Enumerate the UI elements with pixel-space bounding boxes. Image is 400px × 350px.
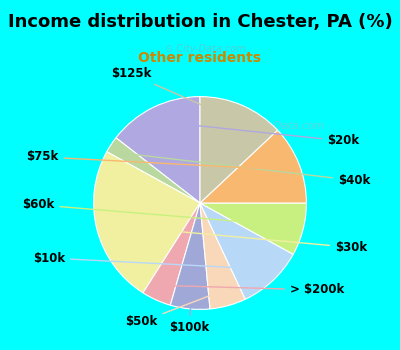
Text: $30k: $30k: [115, 226, 367, 254]
Text: $50k: $50k: [125, 291, 221, 328]
Text: Other residents: Other residents: [138, 51, 262, 65]
Text: $125k: $125k: [111, 68, 233, 119]
Wedge shape: [200, 203, 293, 299]
Wedge shape: [107, 138, 200, 203]
Text: $100k: $100k: [169, 296, 210, 334]
Text: ⊙ City-Data.com: ⊙ City-Data.com: [165, 44, 246, 54]
Text: $75k: $75k: [26, 150, 281, 169]
Text: City-Data.com: City-Data.com: [251, 121, 325, 131]
Text: $10k: $10k: [33, 252, 259, 269]
Wedge shape: [200, 203, 306, 254]
Wedge shape: [94, 152, 200, 293]
Text: $40k: $40k: [127, 154, 370, 187]
Text: $20k: $20k: [163, 122, 360, 147]
Wedge shape: [170, 203, 210, 309]
Text: > $200k: > $200k: [166, 284, 344, 296]
Text: $60k: $60k: [22, 198, 285, 225]
Wedge shape: [200, 97, 278, 203]
Wedge shape: [200, 203, 245, 309]
Wedge shape: [116, 97, 200, 203]
Wedge shape: [200, 130, 306, 203]
Text: Income distribution in Chester, PA (%): Income distribution in Chester, PA (%): [8, 13, 392, 30]
Wedge shape: [143, 203, 200, 305]
